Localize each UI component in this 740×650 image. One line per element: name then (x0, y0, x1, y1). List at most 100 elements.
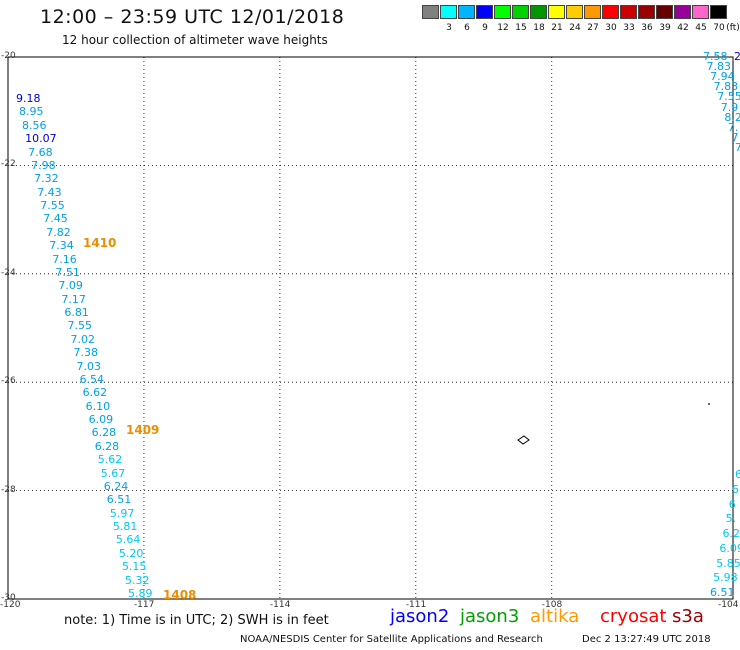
map-title: 12:00 – 23:59 UTC 12/01/2018 (40, 6, 345, 28)
color-swatch (674, 5, 691, 19)
wave-height-point: 7.34 (49, 239, 74, 253)
color-swatch (494, 5, 511, 19)
scale-label: 30 (605, 23, 617, 33)
right-edge-label: 2 (734, 50, 740, 63)
wave-height-point: 7.55 (40, 199, 65, 213)
scale-unit: (ft) (726, 23, 740, 33)
satellite-legend-s3a: s3a (672, 606, 704, 627)
satellite-legend-jason3: jason3 (460, 606, 520, 627)
scale-label: 18 (533, 23, 545, 33)
latitude-label: -26 (1, 376, 16, 387)
latitude-label: -28 (1, 484, 16, 495)
wave-height-point: 6.09 (88, 413, 114, 427)
scale-label: 6 (464, 23, 470, 33)
color-swatch (710, 5, 727, 19)
wave-height-point: 7.03 (76, 359, 102, 373)
scale-label: 27 (587, 23, 599, 33)
wave-height-point: 6.51 (106, 493, 132, 507)
map-border (7, 56, 734, 600)
wave-height-point: 5.20 (118, 546, 144, 560)
timestamp-text: Dec 2 13:27:49 UTC 2018 (582, 634, 711, 645)
scale-label: 24 (569, 23, 581, 33)
wave-height-point: 7.55 (67, 319, 92, 333)
longitude-label: -117 (133, 600, 155, 610)
satellite-legend-altika: altika (530, 606, 580, 627)
wave-height-point: 5.15 (121, 560, 147, 574)
note-text: note: 1) Time is in UTC; 2) SWH is in fe… (64, 613, 329, 628)
scale-label: 36 (641, 23, 653, 33)
color-swatch (458, 5, 475, 19)
wave-height-point: 5.62 (97, 453, 123, 467)
latitude-label: -20 (1, 51, 16, 61)
island-dot (708, 403, 710, 405)
scale-label: 42 (677, 23, 689, 33)
wave-height-point: 7.16 (52, 252, 77, 266)
wave-height-point: 6.51 (710, 586, 735, 599)
scale-label: 9 (482, 23, 488, 33)
wave-height-point: 6.28 (94, 439, 120, 453)
wave-height-point: 7.55 (717, 90, 740, 104)
scale-label: 21 (551, 23, 563, 33)
color-swatch (602, 5, 619, 19)
color-swatch (440, 5, 457, 19)
wave-height-point: 7.38 (73, 346, 99, 360)
wave-height-point: 6.28 (91, 426, 117, 440)
wave-height-point: 7.02 (70, 332, 95, 346)
scale-label: 33 (623, 23, 635, 33)
color-swatch (476, 5, 493, 19)
satellite-legend-cryosat: cryosat (600, 606, 667, 627)
wave-height-point: 7 (735, 141, 740, 154)
wave-height-point: 7.45 (43, 212, 68, 226)
wave-height-point: 6.62 (82, 386, 108, 400)
wave-height-point: 5. (725, 512, 737, 526)
wave-height-point: 7.98 (31, 158, 56, 172)
wave-height-point: 5.32 (124, 573, 150, 587)
wave-height-point: 7 (731, 130, 739, 144)
wave-height-point: 5.64 (115, 533, 141, 547)
map-grid (7, 56, 734, 600)
wave-height-point: 6 (731, 482, 739, 496)
wave-height-point: 6.24 (103, 479, 129, 493)
island-outline (517, 435, 530, 445)
wave-height-point: 7.82 (46, 225, 71, 239)
longitude-label: -114 (269, 600, 291, 610)
wave-height-point: 8.2 (724, 110, 740, 124)
wave-height-point: 8.56 (22, 118, 47, 132)
wave-height-point: 7.32 (34, 172, 59, 186)
pass-label-1408: 1408 (163, 588, 197, 602)
color-swatch (566, 5, 583, 19)
wave-height-point: 5.97 (109, 506, 135, 520)
wave-height-point: 5.89 (128, 587, 153, 600)
satellite-legend-jason2: jason2 (390, 606, 450, 627)
color-swatch (620, 5, 637, 19)
color-swatch (638, 5, 655, 19)
latitude-label: -30 (1, 593, 16, 603)
scale-label: 70 (713, 23, 725, 33)
wave-height-point: 8.95 (19, 105, 44, 119)
wave-height-point: 9.18 (16, 92, 41, 105)
wave-height-point: 7.94 (710, 70, 735, 84)
credit-text: NOAA/NESDIS Center for Satellite Applica… (240, 634, 543, 645)
wave-height-point: 6.09 (719, 541, 740, 555)
wave-height-point: 5.81 (112, 520, 138, 534)
map-subtitle: 12 hour collection of altimeter wave hei… (62, 33, 328, 47)
color-swatch (548, 5, 565, 19)
color-swatch (422, 5, 439, 19)
wave-height-point: 7.83 (713, 80, 739, 94)
scale-label: 45 (695, 23, 707, 33)
scale-label: 15 (515, 23, 527, 33)
wave-height-point: 5.67 (100, 466, 126, 480)
color-swatch (656, 5, 673, 19)
wave-height-point: 7.51 (55, 265, 80, 279)
scale-label: 39 (659, 23, 671, 33)
longitude-label: -120 (0, 600, 21, 610)
wave-height-point: 7.68 (28, 145, 53, 159)
wave-height-point: 7.58 (703, 50, 728, 63)
wave-height-point: 6 (735, 468, 740, 481)
wave-height-point: 7.83 (706, 60, 732, 74)
wave-height-point: 10.07 (25, 132, 57, 146)
wave-height-point: 6.54 (79, 372, 105, 386)
color-swatch (692, 5, 709, 19)
color-swatch (584, 5, 601, 19)
